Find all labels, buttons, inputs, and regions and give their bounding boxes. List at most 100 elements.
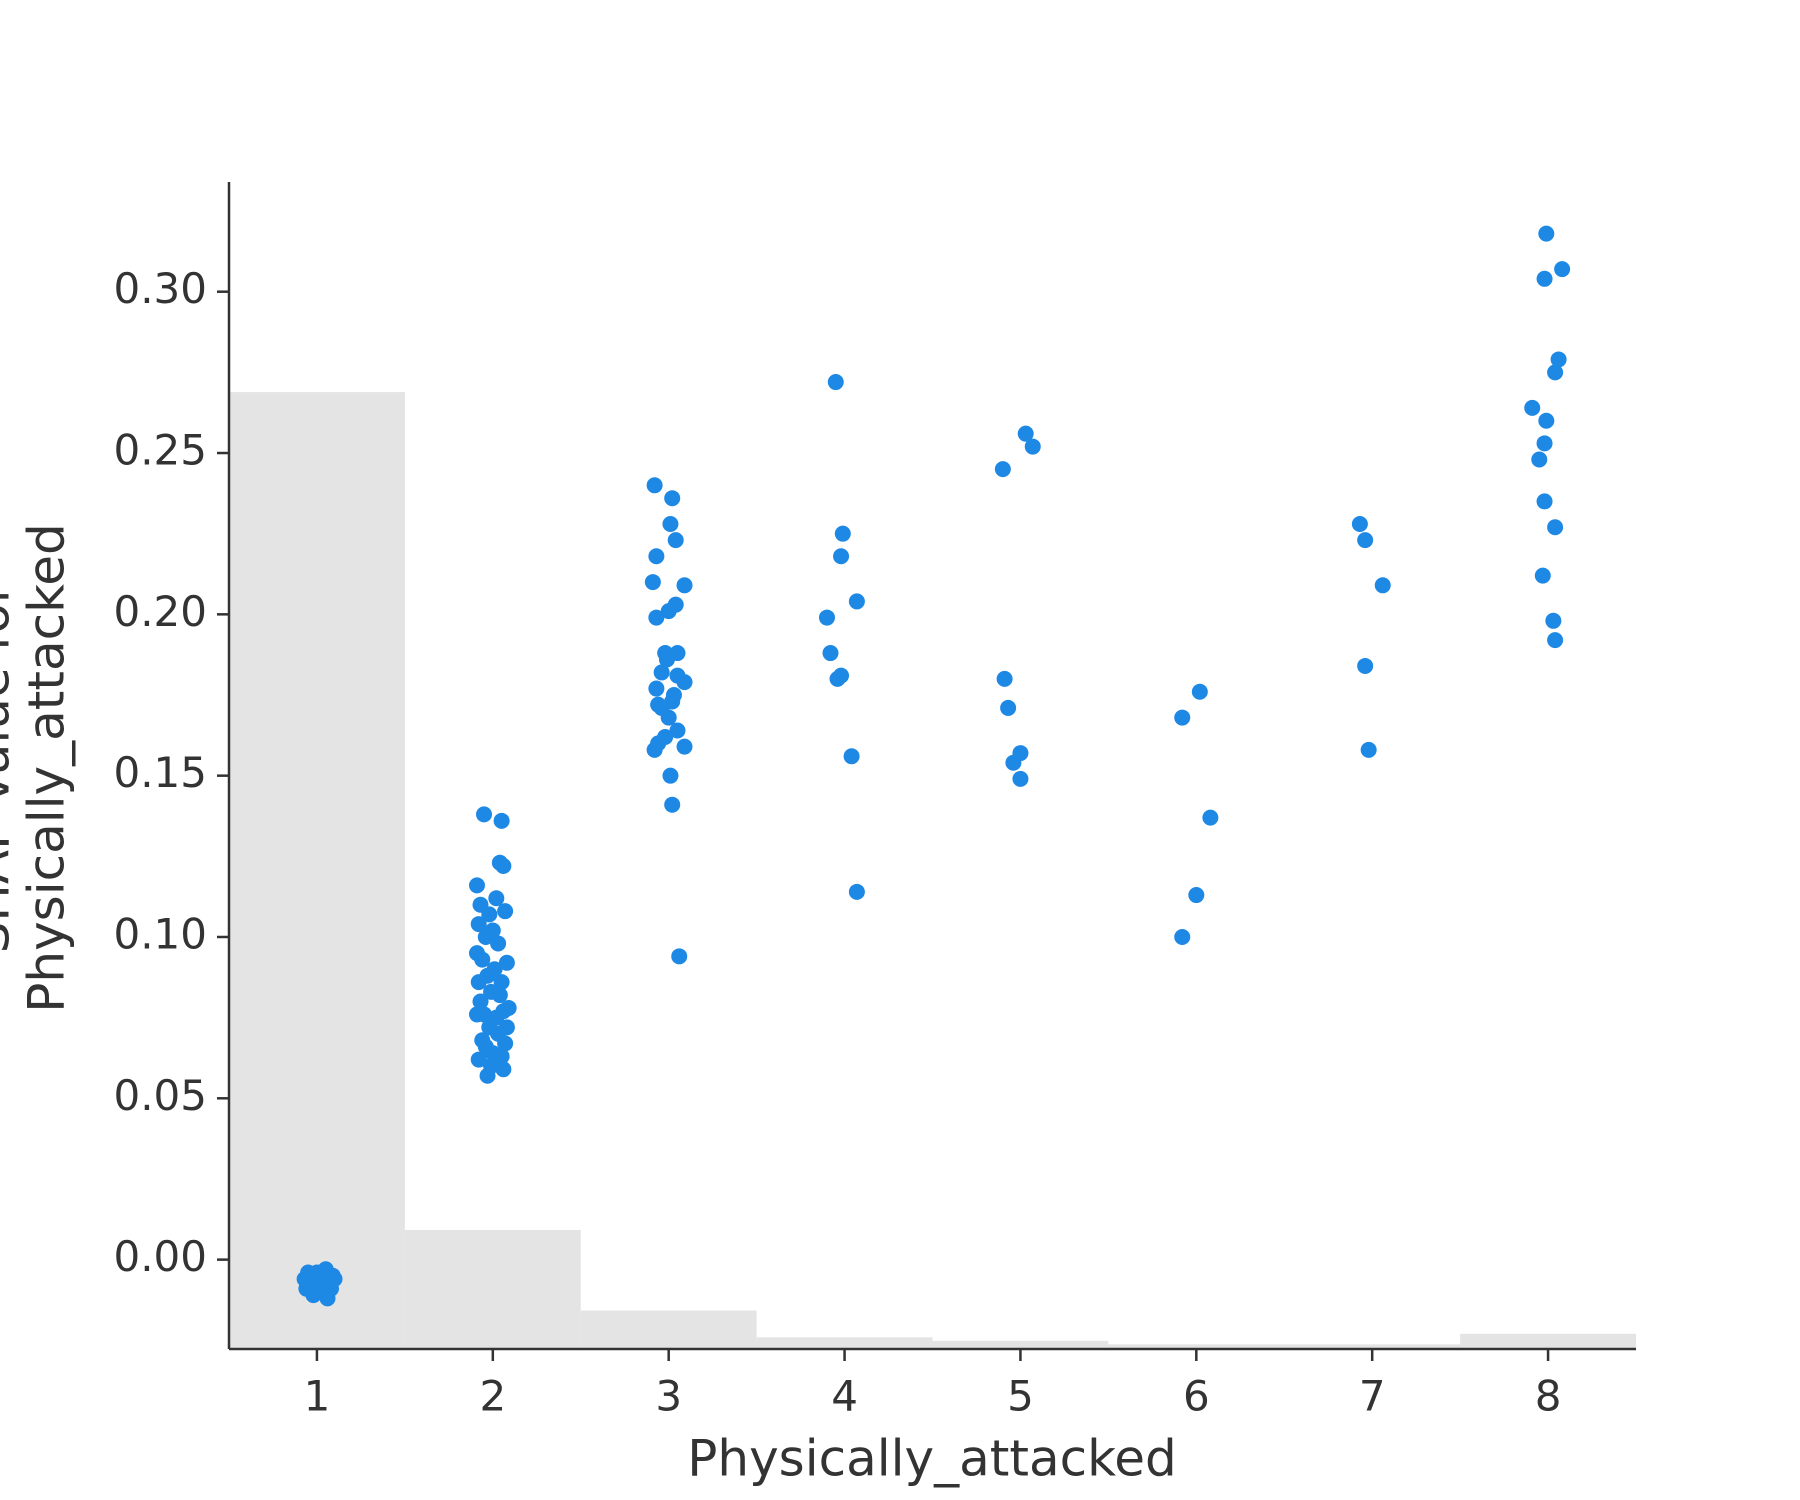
point	[658, 651, 675, 668]
y-axis-label: Physically_attacked	[18, 523, 76, 1013]
point	[498, 954, 515, 971]
point	[472, 993, 489, 1010]
point	[667, 532, 684, 549]
histogram-bar	[1108, 1344, 1285, 1349]
point	[1202, 809, 1219, 826]
point	[822, 645, 839, 662]
y-tick-label: 0.25	[113, 426, 207, 475]
y-axis-label: SHAP value for	[0, 582, 21, 953]
point	[676, 738, 693, 755]
point	[1536, 270, 1553, 287]
point	[1357, 532, 1374, 549]
x-tick-label: 3	[655, 1372, 682, 1421]
x-tick-label: 4	[831, 1372, 858, 1421]
point	[646, 477, 663, 494]
point	[1174, 709, 1191, 726]
histogram-bar	[1460, 1333, 1636, 1349]
x-tick-label: 7	[1359, 1372, 1386, 1421]
point	[1191, 683, 1208, 700]
point	[996, 670, 1013, 687]
point	[644, 574, 661, 591]
point	[1536, 493, 1553, 510]
x-tick-label: 1	[304, 1372, 331, 1421]
histogram-bar	[932, 1340, 1109, 1349]
point	[676, 674, 693, 691]
x-tick-label: 2	[479, 1372, 506, 1421]
point	[848, 593, 865, 610]
histogram-bar	[580, 1310, 757, 1349]
point	[1531, 451, 1548, 468]
point	[477, 928, 494, 945]
point	[648, 548, 665, 565]
x-tick-label: 6	[1183, 1372, 1210, 1421]
point	[319, 1290, 336, 1307]
point	[479, 1067, 496, 1084]
y-tick-label: 0.30	[113, 264, 207, 313]
point	[326, 1270, 343, 1287]
point	[470, 916, 487, 933]
point	[305, 1287, 322, 1304]
y-tick-label: 0.20	[113, 587, 207, 636]
point	[833, 548, 850, 565]
point	[669, 722, 686, 739]
point	[664, 490, 681, 507]
point	[474, 951, 491, 968]
point	[646, 741, 663, 758]
point	[488, 890, 505, 907]
point	[493, 1048, 510, 1065]
point	[468, 877, 485, 894]
point	[648, 680, 665, 697]
point	[493, 974, 510, 991]
point	[1524, 399, 1541, 416]
point	[829, 670, 846, 687]
histogram-bar	[756, 1337, 933, 1349]
point	[1534, 567, 1551, 584]
point	[660, 603, 677, 620]
point	[481, 906, 498, 923]
x-tick-label: 8	[1535, 1372, 1562, 1421]
point	[1000, 699, 1017, 716]
point	[470, 974, 487, 991]
point	[1536, 435, 1553, 452]
point	[662, 516, 679, 533]
point	[648, 609, 665, 626]
point	[994, 461, 1011, 478]
histogram-bar	[1284, 1344, 1461, 1349]
point	[1012, 770, 1029, 787]
point	[1547, 632, 1564, 649]
point	[493, 812, 510, 829]
point	[495, 858, 512, 875]
point	[843, 748, 860, 765]
point	[1547, 364, 1564, 381]
point	[1357, 657, 1374, 674]
point	[1174, 928, 1191, 945]
point	[470, 1051, 487, 1068]
point	[818, 609, 835, 626]
y-tick-label: 0.00	[113, 1232, 207, 1281]
point	[1538, 412, 1555, 429]
point	[1550, 351, 1567, 368]
point	[490, 935, 507, 952]
point	[664, 796, 681, 813]
point	[497, 903, 514, 920]
histogram-bar	[404, 1229, 581, 1349]
point	[495, 1061, 512, 1078]
point	[653, 664, 670, 681]
x-tick-label: 5	[1007, 1372, 1034, 1421]
point	[1351, 516, 1368, 533]
point	[1374, 577, 1391, 594]
point	[848, 883, 865, 900]
point	[491, 987, 508, 1004]
histogram-bar	[229, 392, 405, 1349]
point	[1024, 438, 1041, 455]
point	[1554, 261, 1571, 278]
x-axis-label: Physically_attacked	[687, 1430, 1177, 1488]
point	[1005, 754, 1022, 771]
point	[1360, 741, 1377, 758]
point	[476, 806, 493, 823]
point	[1538, 225, 1555, 242]
point	[468, 1006, 485, 1023]
point	[1188, 887, 1205, 904]
y-tick-label: 0.05	[113, 1071, 207, 1120]
